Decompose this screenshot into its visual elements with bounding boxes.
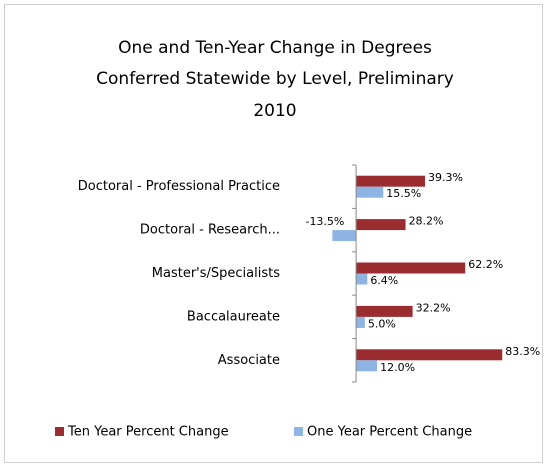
y-tick-label: Master's/Specialists <box>152 266 280 281</box>
y-tick-label: Baccalaureate <box>187 309 280 324</box>
data-label: 83.3% <box>505 345 540 358</box>
bar <box>356 219 406 231</box>
bar <box>356 175 426 187</box>
legend-label: Ten Year Percent Change <box>67 425 229 440</box>
bar <box>356 349 503 361</box>
legend-swatch <box>294 427 303 436</box>
bar <box>356 186 384 198</box>
data-label: 15.5% <box>386 187 421 200</box>
legend-label: One Year Percent Change <box>307 425 472 440</box>
bar <box>356 316 365 328</box>
bar <box>356 305 413 317</box>
chart-title: One and Ten-Year Change in Degrees <box>118 38 432 58</box>
legend-swatch <box>55 427 64 436</box>
data-label: 32.2% <box>416 301 451 314</box>
bar <box>356 360 378 372</box>
y-tick-label: Doctoral - Research... <box>140 223 280 238</box>
data-label: 6.4% <box>370 274 398 287</box>
data-label: 5.0% <box>368 317 396 330</box>
data-label: 62.2% <box>468 258 503 271</box>
data-label: -13.5% <box>305 215 344 228</box>
bar <box>356 262 466 274</box>
data-label: 39.3% <box>428 171 463 184</box>
chart-title: 2010 <box>253 101 296 121</box>
data-label: 28.2% <box>409 215 444 228</box>
y-tick-label: Associate <box>218 353 280 368</box>
bar <box>332 230 357 242</box>
data-label: 12.0% <box>380 361 415 374</box>
chart-border <box>4 4 543 463</box>
y-tick-label: Doctoral - Professional Practice <box>78 179 280 194</box>
bar <box>356 273 368 285</box>
chart-title: Conferred Statewide by Level, Preliminar… <box>96 69 454 89</box>
